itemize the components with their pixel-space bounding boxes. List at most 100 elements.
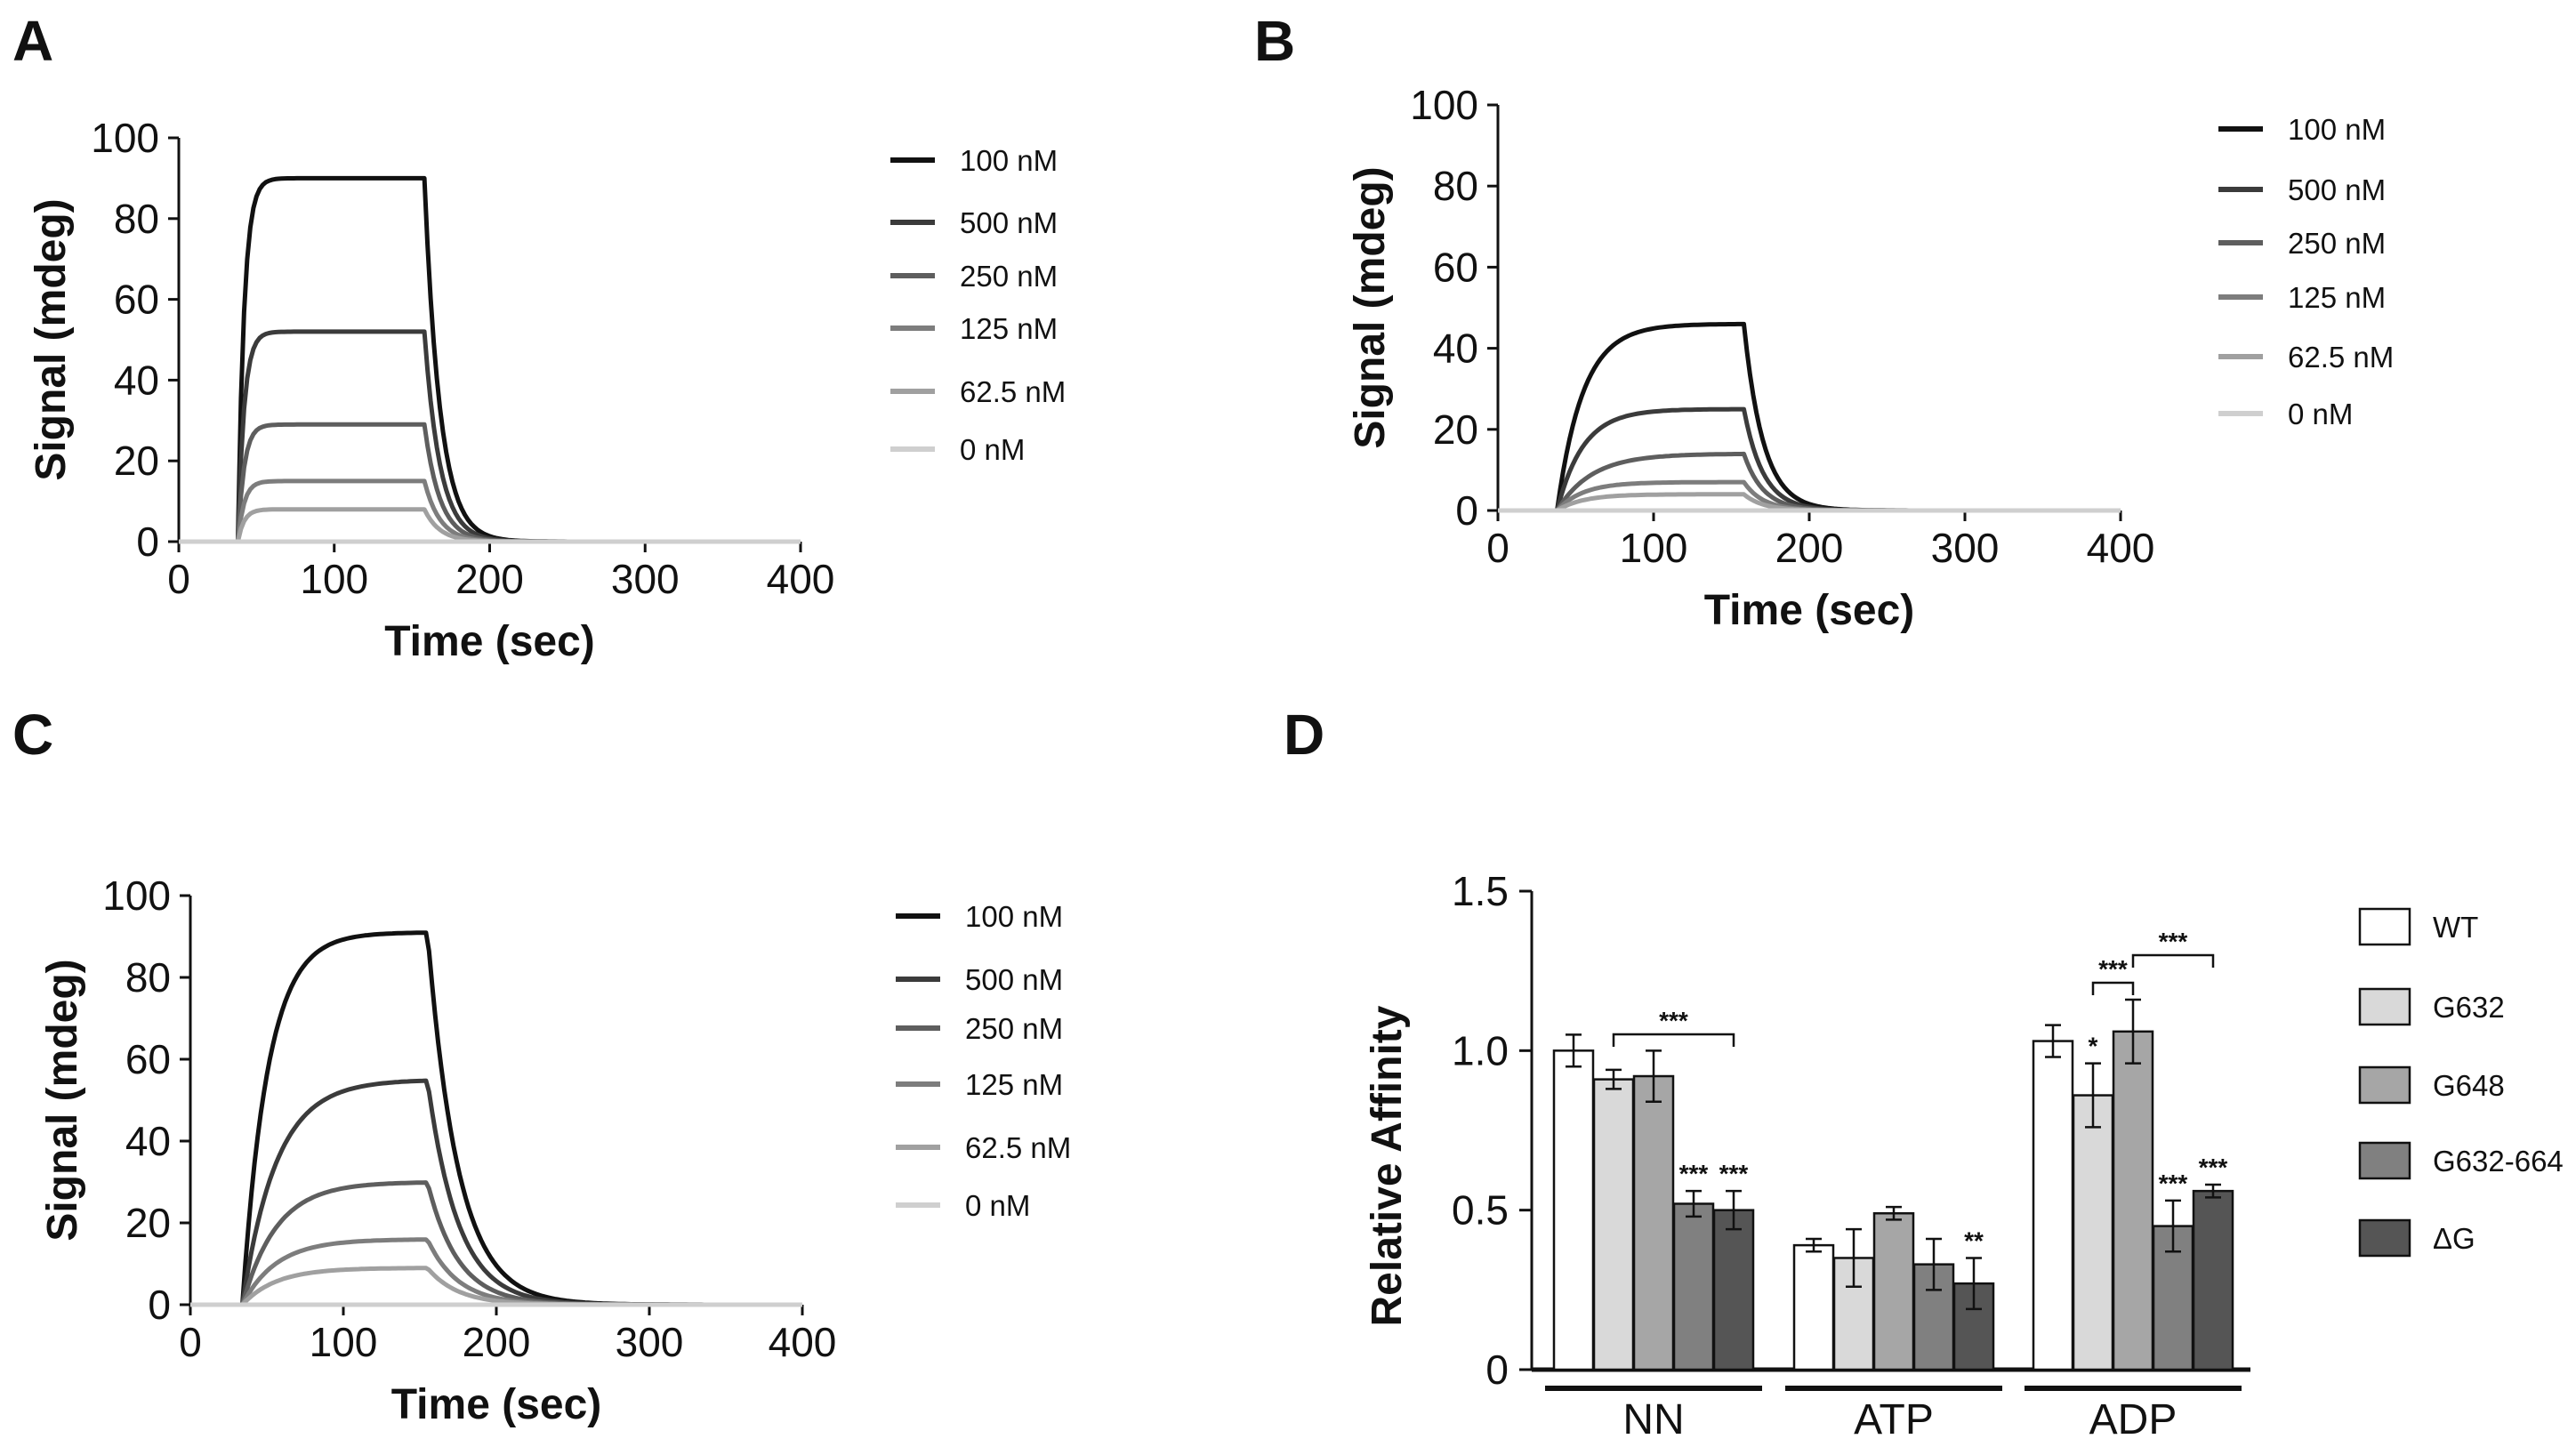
series-line-500-nm [1498,406,2121,513]
bar-atp-1 [1792,1243,1835,1371]
legend-label: 62.5 nM [960,375,1066,408]
y-tick-label: 40 [125,1118,171,1164]
y-tick-label: 80 [1433,163,1478,209]
panel-a-plot: 0 100 200 300 400 0 20 40 60 80 100 Time (sec) Signa… [28,115,1066,665]
bracket-significance: *** [2159,928,2188,955]
bar-adp-2 [2072,1094,2114,1371]
x-tick-label: 0 [167,556,190,602]
series-line-250-nm [190,1180,802,1307]
panel-d-plot: 0 0.5 1.0 1.5 Relative Affinity *** *** NN ** ATP… [1364,868,2564,1443]
x-tick-label: 200 [455,556,524,602]
legend-label: 62.5 nM [965,1131,1071,1164]
bracket-significance: *** [1659,1007,1688,1034]
series-line-100-nm [190,930,802,1307]
y-tick-label: 0 [148,1282,171,1328]
x-tick-label: 300 [616,1319,684,1365]
y-tick-label: 20 [114,438,159,484]
comparison-bracket [1612,1033,1735,1047]
y-tick-label: 1.0 [1452,1027,1509,1073]
bar-nn-5 [1712,1209,1755,1371]
comparison-bracket [2091,981,2135,995]
y-tick-label: 100 [91,115,159,161]
legend-label: ΔG [2433,1222,2475,1255]
y-tick-label: 100 [1410,82,1478,128]
x-category-label: ADP [2089,1396,2178,1443]
x-tick-label: 400 [2087,525,2155,571]
x-tick-label: 200 [463,1319,531,1365]
x-tick-label: 200 [1775,525,1844,571]
y-tick-label: 0 [136,519,159,565]
y-tick-label: 20 [125,1200,171,1246]
y-axis-title: Signal (mdeg) [28,198,75,480]
panel-c-letter: C [12,703,53,767]
legend-label: 100 nM [2288,113,2386,146]
y-tick-label: 0 [1485,1347,1509,1393]
y-tick-label: 0 [1455,487,1478,534]
significance-mark: *** [2159,1170,2188,1197]
panel-b-plot: 0 100 200 300 400 0 20 40 60 80 100 Time (sec) Signa… [1347,82,2394,634]
y-tick-label: 100 [102,872,171,919]
bar-nn-4 [1672,1202,1715,1371]
bar-atp-3 [1872,1212,1915,1371]
bar-nn-1 [1552,1049,1595,1371]
legend-label: G648 [2433,1069,2505,1102]
y-axis-title: Signal (mdeg) [1347,166,1394,448]
panel-d-letter: D [1284,703,1324,767]
y-axis-title: Signal (mdeg) [39,959,86,1241]
y-axis-title: Relative Affinity [1364,1005,1411,1326]
x-tick-label: 100 [310,1319,378,1365]
x-axis-title: Time (sec) [384,618,595,665]
panel-b-letter: B [1254,9,1295,73]
x-category-label: NN [1622,1396,1684,1443]
significance-mark: *** [1679,1160,1709,1187]
legend-label: 250 nM [960,260,1058,293]
x-tick-label: 0 [179,1319,202,1365]
x-axis-title: Time (sec) [1704,587,1915,634]
bracket-significance: *** [2098,955,2128,983]
series-line-500-nm [190,1078,802,1307]
legend-label: G632 [2433,991,2505,1024]
bar-nn-2 [1592,1078,1635,1371]
series-line-62-5-nm [190,1266,802,1307]
y-tick-label: 60 [125,1036,171,1082]
x-tick-label: 0 [1486,525,1509,571]
legend-swatch [2358,987,2411,1026]
legend-label: 250 nM [965,1012,1063,1045]
y-tick-label: 40 [114,357,159,403]
panel-c-plot: 0 100 200 300 400 0 20 40 60 80 100 Time (sec) Signa… [39,872,1071,1428]
bar-nn-3 [1632,1074,1675,1371]
legend-swatch [2358,1141,2411,1180]
panel-d: D 0 0.5 1.0 1.5 Relative Affinity *** *** NN ** A… [1284,703,2564,1443]
y-tick-label: 1.5 [1452,868,1509,914]
y-tick-label: 80 [125,954,171,1001]
series-line-100-nm [179,175,801,544]
y-tick-label: 60 [1433,244,1478,290]
x-tick-label: 100 [300,556,368,602]
bar-adp-3 [2112,1030,2154,1371]
series-line-100-nm [1498,321,2121,513]
legend-label: 100 nM [965,900,1063,933]
significance-mark: *** [1719,1160,1749,1187]
legend-label: 100 nM [960,144,1058,177]
y-tick-label: 0.5 [1452,1187,1509,1234]
y-tick-label: 20 [1433,406,1478,453]
panel-b: B 0 100 200 300 400 0 20 40 60 80 100 Time (sec) Sig… [1254,9,2394,634]
legend-label: 0 nM [2288,398,2353,430]
legend-label: 500 nM [960,206,1058,239]
legend-label: 0 nM [960,433,1025,466]
legend-label: 62.5 nM [2288,341,2394,374]
legend-label: 250 nM [2288,227,2386,260]
legend-label: 125 nM [2288,281,2386,314]
x-category-label: ATP [1854,1396,1934,1443]
panel-a-letter: A [12,9,53,73]
significance-mark: ** [1964,1226,1984,1254]
legend-swatch [2358,1065,2411,1105]
x-tick-label: 400 [769,1319,837,1365]
legend-label: 500 nM [2288,173,2386,206]
legend-label: 125 nM [960,312,1058,345]
legend-swatch [2358,907,2411,946]
y-tick-label: 40 [1433,326,1478,372]
legend-label: G632-664 [2433,1145,2564,1178]
legend-swatch [2358,1218,2411,1258]
